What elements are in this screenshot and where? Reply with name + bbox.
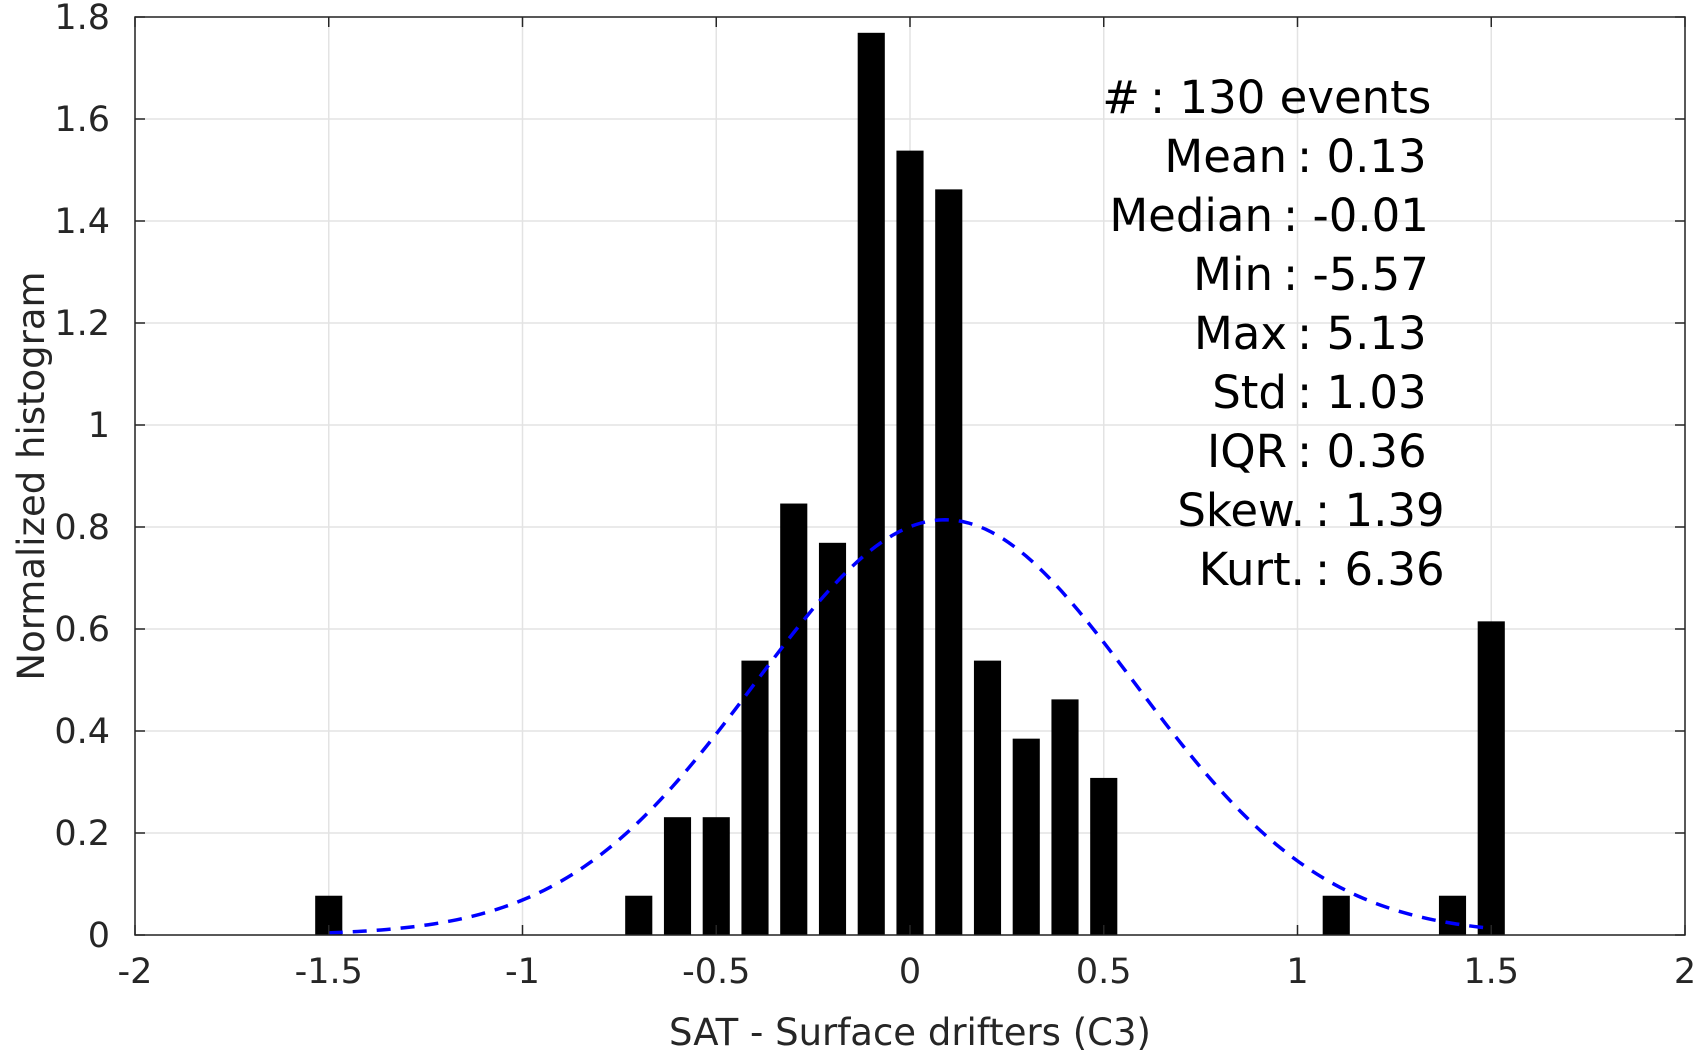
y-tick-label: 1	[88, 406, 110, 446]
histogram-bar	[741, 660, 769, 935]
bars	[315, 32, 1505, 936]
stat-value: : 0.36	[1297, 425, 1427, 478]
histogram-bar	[818, 542, 847, 935]
histogram-bar	[702, 817, 730, 935]
histogram-bar	[935, 189, 963, 935]
histogram-bar	[1477, 621, 1505, 935]
y-tick-label: 0.2	[54, 814, 110, 854]
x-tick-label: 0.5	[1076, 952, 1132, 992]
x-tick-label: 2	[1674, 952, 1696, 992]
y-tick-label: 0.6	[54, 610, 110, 650]
stat-value: : 1.03	[1297, 366, 1427, 419]
histogram-bar	[780, 503, 808, 935]
stat-value: : -5.57	[1283, 248, 1429, 301]
y-tick-label: 1.8	[54, 0, 110, 38]
histogram-bar	[1090, 777, 1118, 935]
x-tick-label: -1	[505, 952, 540, 992]
stat-label: Min	[1193, 248, 1273, 301]
stat-label: IQR	[1207, 425, 1287, 478]
stat-label: Mean	[1164, 130, 1287, 183]
histogram-bar	[1012, 738, 1040, 935]
histogram-bar	[857, 32, 885, 936]
stat-value: : 5.13	[1297, 307, 1427, 360]
stat-label: Std	[1212, 366, 1287, 419]
ticks: -2 -1.5 -1 -0.5 0 0.5 1 1.5 2 0 0.2 0.4 0.6 0.8 1 1.2 1.…	[54, 0, 1696, 992]
stat-label: #	[1102, 71, 1140, 124]
y-tick-label: 0.4	[54, 712, 110, 752]
histogram-bar	[625, 895, 653, 935]
y-axis-label: Normalized histogram	[10, 271, 53, 680]
x-tick-label: 1	[1286, 952, 1308, 992]
x-tick-label: 1.5	[1463, 952, 1519, 992]
y-tick-label: 1.2	[54, 304, 110, 344]
histogram-bar	[973, 660, 1002, 935]
y-tick-label: 1.4	[54, 202, 110, 242]
y-tick-label: 0.8	[54, 508, 110, 548]
histogram-bar	[896, 150, 924, 935]
y-tick-label: 1.6	[54, 100, 110, 140]
histogram-bar	[1051, 699, 1079, 935]
x-tick-label: -2	[118, 952, 153, 992]
x-tick-label: 0	[899, 952, 921, 992]
histogram-bar	[1438, 895, 1467, 935]
y-tick-label: 0	[88, 916, 110, 956]
x-tick-label: -0.5	[682, 952, 750, 992]
stat-value: : -0.01	[1283, 189, 1429, 242]
stat-value: : 1.39	[1315, 484, 1445, 537]
statistics-annotation: # : 130 events Mean: 0.13 Median: -0.01Min…	[1102, 71, 1444, 596]
histogram-bar	[663, 817, 692, 935]
stat-label: Median	[1109, 189, 1273, 242]
histogram-bar	[1322, 895, 1350, 935]
stat-value: : 6.36	[1315, 543, 1445, 596]
x-tick-label: -1.5	[295, 952, 363, 992]
stat-value: : 130 events	[1150, 71, 1431, 124]
stat-label: Kurt.	[1199, 543, 1305, 596]
stat-value: : 0.13	[1297, 130, 1427, 183]
stat-label: Max	[1194, 307, 1287, 360]
x-axis-label: SAT - Surface drifters (C3)	[669, 1011, 1151, 1053]
normal-fit-curve	[328, 518, 1492, 935]
stat-label: Skew.	[1177, 484, 1305, 537]
